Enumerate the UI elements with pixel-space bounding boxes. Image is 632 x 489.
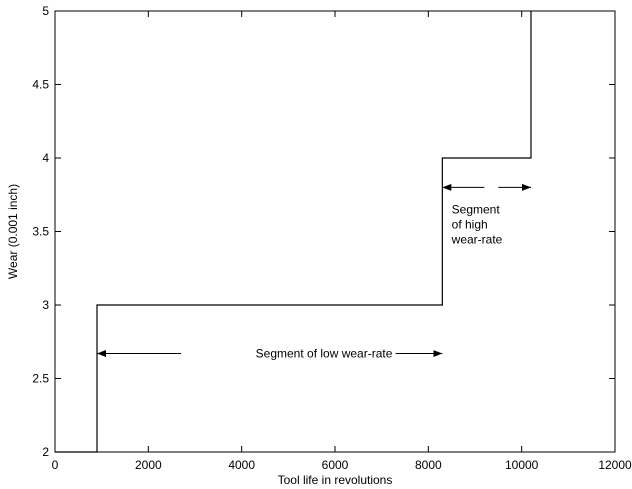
x-tick-label: 6000 [322,458,349,472]
x-tick-label: 4000 [228,458,255,472]
plot-frame [54,10,616,453]
y-axis-label: Wear (0.001 inch) [6,184,20,279]
x-tick-label: 2000 [135,458,162,472]
annotation-line: Segment [452,202,501,216]
ticks-layer: 0 2000 4000 6000 8000 10000 12000 2 2.5 3 3.5 4 4.5 5 [32,4,632,472]
x-tick-label: 8000 [415,458,442,472]
annotation-text: Segment of high wear-rate [451,202,503,246]
y-tick-label: 2.5 [32,372,49,386]
y-tick-label: 4 [42,151,49,165]
x-axis-label: Tool life in revolutions [278,473,393,487]
x-tick-label: 0 [52,458,59,472]
y-tick-label: 5 [42,4,49,18]
x-tick-label: 10000 [505,458,539,472]
y-tick-label: 3.5 [32,225,49,239]
annotation-text: Segment of low wear-rate [256,347,393,361]
y-tick-label: 3 [42,298,49,312]
x-tick-label: 12000 [598,458,632,472]
annotation-line: of high [452,217,488,231]
y-tick-label: 2 [42,445,49,459]
annotation-line: Segment of low wear-rate [256,347,393,361]
y-tick-label: 4.5 [32,78,49,92]
annotation-layer: Segment of low wear-rate Segment of high we… [97,183,531,361]
annotation-line: wear-rate [451,232,503,246]
